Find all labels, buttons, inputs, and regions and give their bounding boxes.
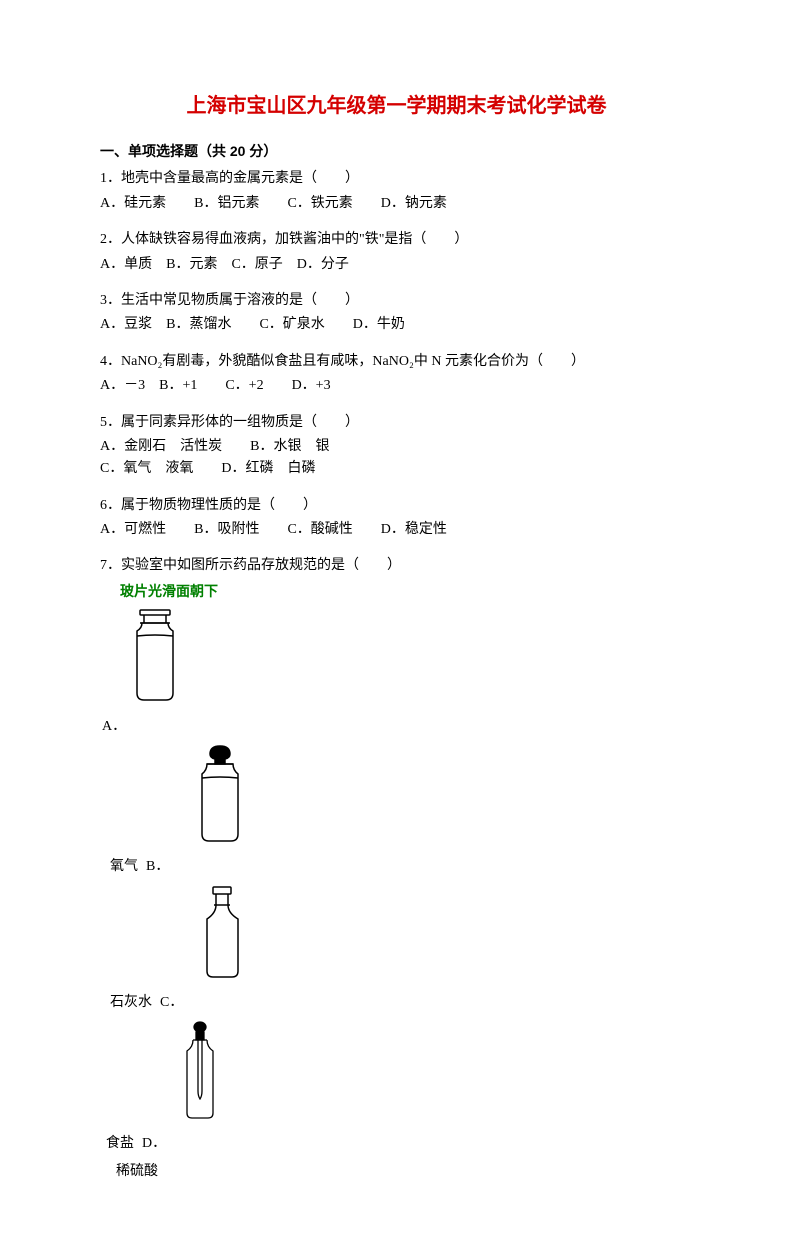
q7-opt-b-pre: 氧气 <box>110 856 138 878</box>
exam-page: 上海市宝山区九年级第一学期期末考试化学试卷 一、单项选择题（共 20 分） 1．… <box>0 0 793 1238</box>
q7-opt-a-row: A． <box>100 716 693 738</box>
q7-opt-c-row: 石灰水 C． <box>100 992 693 1014</box>
q3-text: 3．生活中常见物质属于溶液的是（ ） <box>100 290 693 312</box>
q4-options: A．－3 B．+1 C．+2 D．+3 <box>100 375 693 397</box>
section-1-header: 一、单项选择题（共 20 分） <box>100 140 693 162</box>
q7-text: 7．实验室中如图所示药品存放规范的是（ ） <box>100 555 693 577</box>
question-4: 4．NaNO₂有剧毒，外貌酷似食盐且有咸味，NaNO₂中 N 元素化合价为（ ）… <box>100 351 693 398</box>
bottle-d-icon <box>175 1021 225 1129</box>
bottle-a-icon <box>120 608 190 711</box>
q6-options: A．可燃性 B．吸附性 C．酸碱性 D．稳定性 <box>100 519 693 541</box>
q7-opt-a-label: A． <box>102 716 126 738</box>
q7-opt-b-row: 氧气 B． <box>100 856 693 878</box>
q7-opt-c-label: C． <box>160 992 183 1014</box>
q7-opt-d-row: 食盐 D． <box>100 1133 693 1155</box>
q7-option-d <box>175 1021 693 1129</box>
question-3: 3．生活中常见物质属于溶液的是（ ） A．豆浆 B．蒸馏水 C．矿泉水 D．牛奶 <box>100 290 693 337</box>
question-6: 6．属于物质物理性质的是（ ） A．可燃性 B．吸附性 C．酸碱性 D．稳定性 <box>100 495 693 542</box>
q2-text: 2．人体缺铁容易得血液病，加铁酱油中的"铁"是指（ ） <box>100 229 693 251</box>
q4-text: 4．NaNO₂有剧毒，外貌酷似食盐且有咸味，NaNO₂中 N 元素化合价为（ ） <box>100 351 693 373</box>
q3-options: A．豆浆 B．蒸馏水 C．矿泉水 D．牛奶 <box>100 314 693 336</box>
q5-options-line1: A．金刚石 活性炭 B．水银 银 <box>100 436 693 458</box>
q7-option-b <box>185 744 693 852</box>
q7-option-a <box>120 608 693 711</box>
q7-last-label: 稀硫酸 <box>116 1161 693 1183</box>
question-2: 2．人体缺铁容易得血液病，加铁酱油中的"铁"是指（ ） A．单质 B．元素 C．… <box>100 229 693 276</box>
q1-text: 1．地壳中含量最高的金属元素是（ ） <box>100 168 693 190</box>
q7-opt-d-pre: 食盐 <box>106 1133 134 1155</box>
q7-option-c <box>195 885 693 988</box>
q5-text: 5．属于同素异形体的一组物质是（ ） <box>100 412 693 434</box>
q6-text: 6．属于物质物理性质的是（ ） <box>100 495 693 517</box>
question-7: 7．实验室中如图所示药品存放规范的是（ ） 玻片光滑面朝下 A． <box>100 555 693 1183</box>
q7-opt-d-label: D． <box>142 1133 166 1155</box>
question-1: 1．地壳中含量最高的金属元素是（ ） A．硅元素 B．铝元素 C．铁元素 D．钠… <box>100 168 693 215</box>
bottle-b-icon <box>185 744 255 852</box>
q7-caption: 玻片光滑面朝下 <box>120 580 693 602</box>
question-5: 5．属于同素异形体的一组物质是（ ） A．金刚石 活性炭 B．水银 银 C．氧气… <box>100 412 693 481</box>
q1-options: A．硅元素 B．铝元素 C．铁元素 D．钠元素 <box>100 193 693 215</box>
q7-opt-b-label: B． <box>146 856 169 878</box>
q2-options: A．单质 B．元素 C．原子 D．分子 <box>100 254 693 276</box>
bottle-c-icon <box>195 885 250 988</box>
page-title: 上海市宝山区九年级第一学期期末考试化学试卷 <box>100 90 693 122</box>
q5-options-line2: C．氧气 液氧 D．红磷 白磷 <box>100 458 693 480</box>
q7-opt-c-pre: 石灰水 <box>110 992 152 1014</box>
